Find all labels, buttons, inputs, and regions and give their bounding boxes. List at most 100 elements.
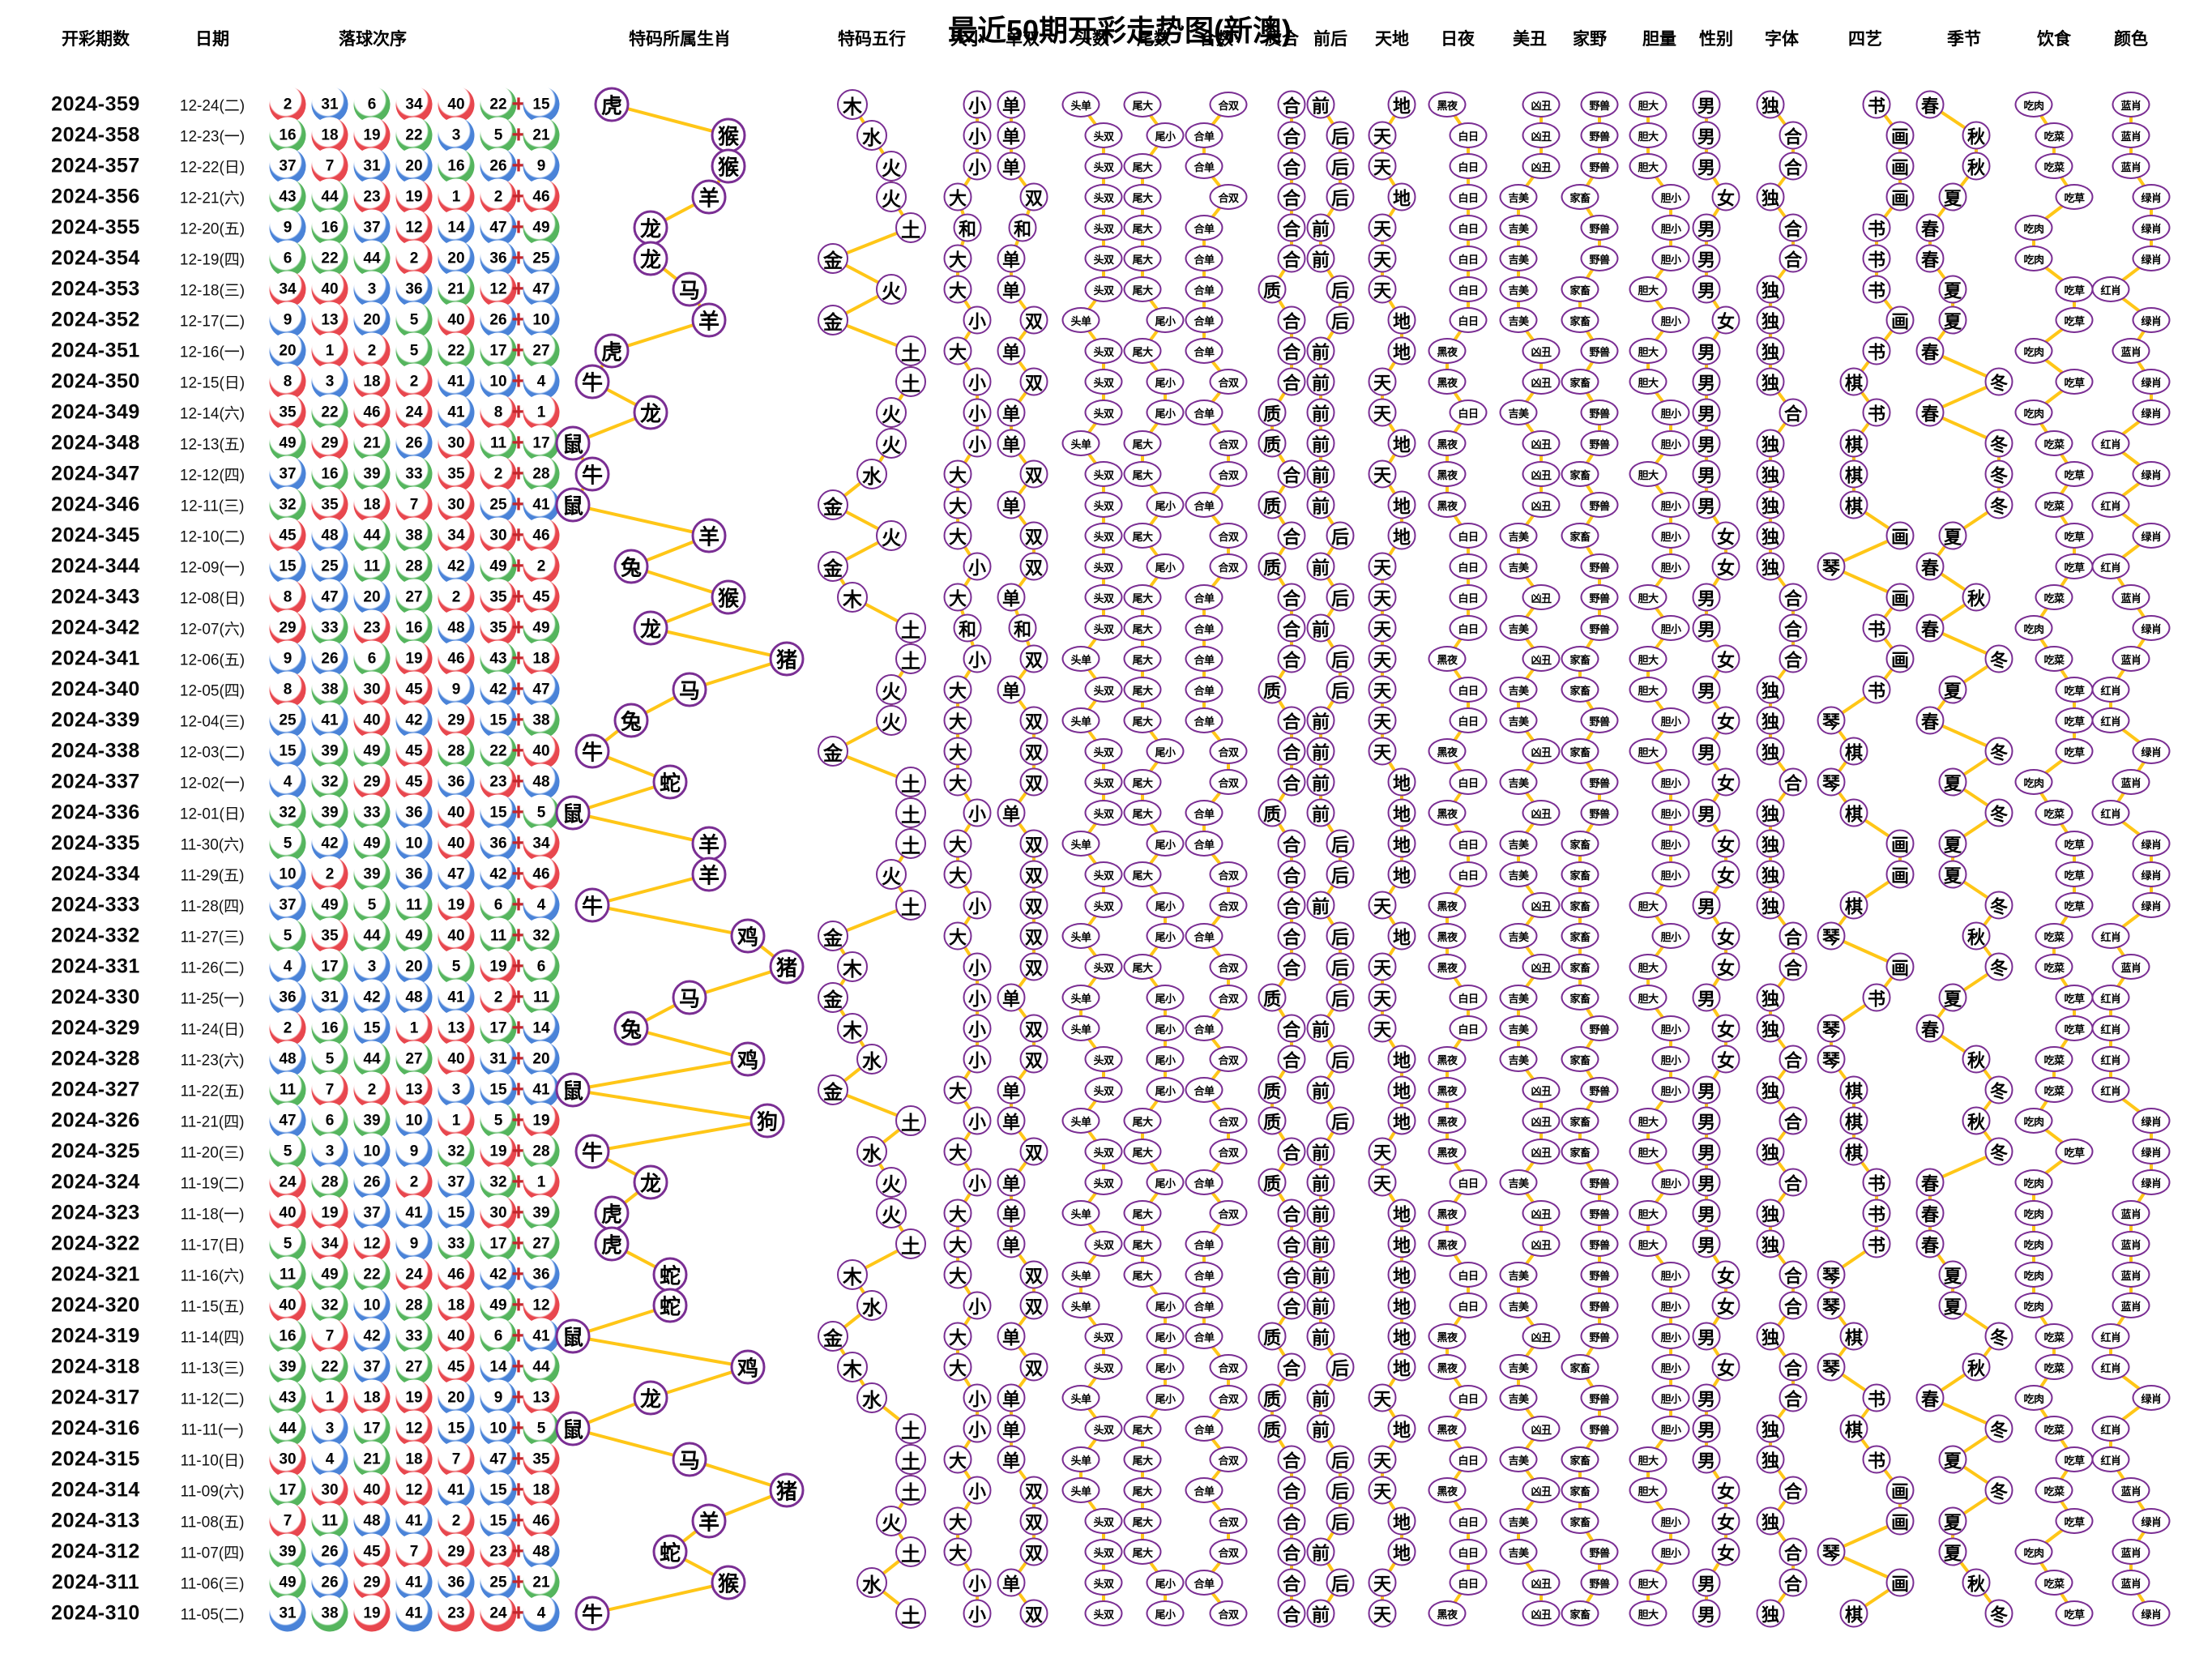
attr-circle-jiaye: 野兽 — [1580, 399, 1619, 425]
ball: 44 — [353, 917, 391, 955]
period-cell: 2024-318 — [51, 1355, 140, 1378]
ball: 20 — [395, 948, 433, 985]
attr-circle-qianhou: 前 — [1306, 552, 1335, 581]
attr-circle-tiandi: 地 — [1387, 490, 1416, 519]
ball: 37 — [438, 1164, 475, 1201]
element-circle: 土 — [895, 1536, 926, 1567]
attr-circle-yinshi: 吃菜 — [2035, 1046, 2073, 1072]
attr-circle-tiandi: 地 — [1387, 1198, 1416, 1228]
attr-circle-danliang: 胆大 — [1629, 584, 1668, 610]
attr-circle-siyi: 棋 — [1839, 891, 1868, 920]
attr-circle-toushu: 头双 — [1084, 369, 1123, 395]
attr-circle-siyi: 棋 — [1839, 798, 1868, 827]
ball: 8 — [269, 579, 306, 616]
attr-circle-siyi: 画 — [1885, 1506, 1915, 1536]
period-cell: 2024-328 — [51, 1047, 140, 1070]
attr-circle-siyi: 琴 — [1817, 1352, 1846, 1382]
attr-circle-heshu: 合单 — [1185, 492, 1223, 518]
attr-circle-zhihe: 合 — [1277, 891, 1306, 920]
zodiac-circle: 兔 — [613, 1010, 649, 1046]
attr-circle-siyi: 棋 — [1839, 1599, 1868, 1628]
attr-circle-tiandi: 天 — [1368, 1568, 1397, 1597]
attr-circle-zhihe: 合 — [1277, 1599, 1306, 1628]
attr-circle-jiaye: 家畜 — [1561, 369, 1599, 395]
ball: 36 — [438, 1564, 475, 1601]
ball: 20 — [395, 147, 433, 185]
attr-circle-siyi: 琴 — [1817, 1260, 1846, 1289]
attr-circle-weishu: 尾小 — [1146, 1169, 1185, 1195]
attr-circle-danliang: 胆小 — [1651, 246, 1690, 271]
attr-circle-zhihe: 合 — [1277, 336, 1306, 365]
attr-circle-danshuang: 双 — [1019, 459, 1048, 489]
ball: 39 — [311, 733, 348, 770]
attr-circle-yinshi: 吃肉 — [2014, 338, 2053, 364]
attr-circle-siyi: 书 — [1862, 983, 1891, 1012]
attr-circle-jiaye: 野兽 — [1580, 553, 1619, 579]
attr-circle-yinshi: 吃菜 — [2035, 1416, 2073, 1442]
attr-circle-zhihe: 合 — [1277, 952, 1306, 981]
attr-circle-daxiao: 大 — [943, 829, 972, 858]
attr-circle-qianhou: 后 — [1326, 121, 1355, 150]
attr-circle-jiaye: 家畜 — [1561, 677, 1599, 703]
attr-circle-meichou: 凶丑 — [1522, 1416, 1561, 1442]
attr-circle-riye: 黑夜 — [1428, 461, 1467, 487]
attr-circle-heshu: 合双 — [1209, 1354, 1248, 1380]
attr-circle-tiandi: 天 — [1368, 1137, 1397, 1166]
date-cell: 11-08(五) — [180, 1514, 245, 1532]
attr-circle-danliang: 胆小 — [1651, 430, 1690, 456]
ball: 5 — [395, 301, 433, 339]
element-circle: 木 — [837, 89, 868, 120]
attr-circle-yinshi: 吃草 — [2055, 892, 2094, 918]
attr-circle-zhihe: 质 — [1258, 1383, 1287, 1412]
attr-circle-xingbie: 女 — [1711, 521, 1740, 550]
ball: 37 — [269, 887, 306, 924]
attr-circle-heshu: 合单 — [1185, 677, 1223, 703]
attr-circle-daxiao: 大 — [943, 1506, 972, 1536]
attr-circle-tiandi: 地 — [1387, 429, 1416, 458]
attr-circle-ziti: 独 — [1756, 1137, 1785, 1166]
attr-circle-heshu: 合单 — [1185, 307, 1223, 333]
attr-circle-danshuang: 单 — [997, 1568, 1026, 1597]
period-cell: 2024-343 — [51, 585, 140, 609]
ball: 10 — [353, 1133, 391, 1170]
zodiac-circle: 虎 — [594, 87, 630, 122]
attr-circle-zhihe: 合 — [1277, 90, 1306, 119]
attr-circle-qianhou: 前 — [1306, 367, 1335, 396]
attr-circle-jijie: 夏 — [1938, 1445, 1967, 1474]
ball: 39 — [269, 1533, 306, 1570]
ball: 1 — [311, 1379, 348, 1416]
attr-circle-siyi: 画 — [1885, 1568, 1915, 1597]
attr-circle-zhihe: 质 — [1258, 983, 1287, 1012]
attr-circle-jijie: 秋 — [1962, 583, 1991, 612]
ball: 26 — [395, 425, 433, 462]
plus-icon: + — [511, 522, 526, 549]
date-cell: 12-04(三) — [179, 713, 246, 731]
attr-circle-jijie: 春 — [1915, 1014, 1945, 1043]
period-cell: 2024-358 — [51, 123, 140, 147]
attr-circle-yinshi: 吃草 — [2055, 1139, 2094, 1164]
element-circle: 水 — [856, 120, 887, 151]
ball: 2 — [395, 1164, 433, 1201]
attr-circle-yinshi: 吃草 — [2055, 1015, 2094, 1041]
element-circle: 火 — [876, 674, 907, 705]
zodiac-circle: 鸡 — [730, 1041, 766, 1077]
attr-circle-zhihe: 合 — [1277, 1568, 1306, 1597]
attr-circle-yanse: 绿肖 — [2132, 738, 2171, 764]
attr-circle-danshuang: 双 — [1019, 1537, 1048, 1566]
attr-circle-heshu: 合单 — [1185, 1169, 1223, 1195]
ball: 44 — [353, 1040, 391, 1078]
attr-circle-xingbie: 女 — [1711, 1014, 1740, 1043]
attr-circle-yanse: 绿肖 — [2132, 1169, 2171, 1195]
attr-circle-danshuang: 双 — [1019, 860, 1048, 889]
attr-circle-toushu: 头单 — [1061, 985, 1100, 1010]
attr-circle-tiandi: 天 — [1368, 583, 1397, 612]
ball: 40 — [438, 794, 475, 831]
special-ball: 18 — [523, 1472, 560, 1509]
attr-circle-zhihe: 质 — [1258, 1075, 1287, 1104]
date-cell: 12-01(日) — [179, 805, 246, 823]
ball: 47 — [480, 209, 517, 246]
attr-circle-qianhou: 前 — [1306, 490, 1335, 519]
ball: 49 — [353, 733, 391, 770]
attr-circle-weishu: 尾小 — [1146, 369, 1185, 395]
attr-circle-yinshi: 吃菜 — [2035, 430, 2073, 456]
